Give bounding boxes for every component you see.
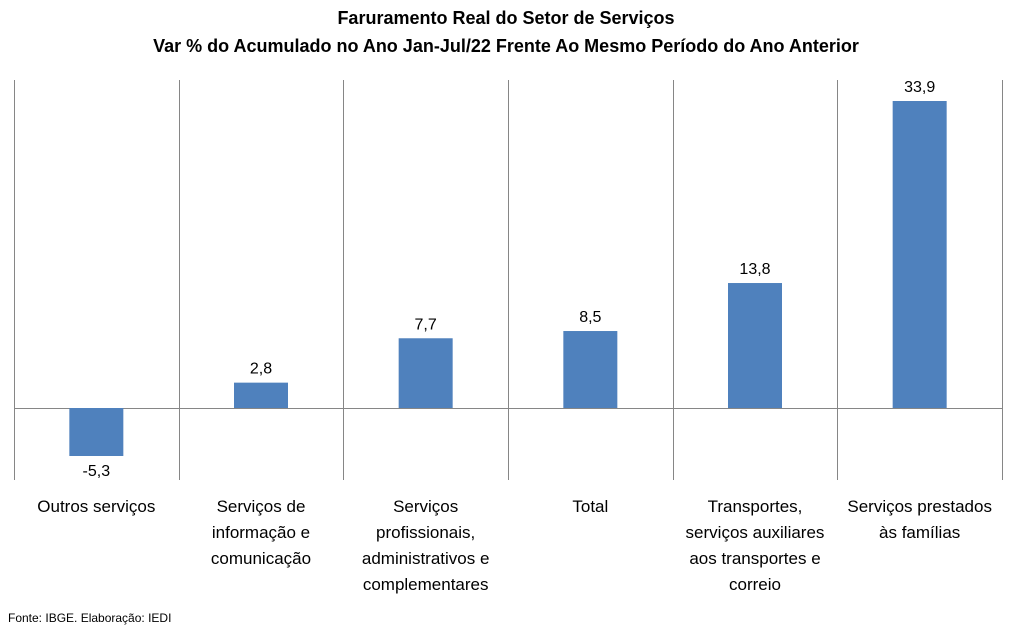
- data-label: -5,3: [83, 463, 111, 480]
- category-label: Outros serviços: [37, 497, 155, 516]
- category-label: Serviços prestados: [847, 497, 992, 516]
- category-label: Serviços de: [217, 497, 306, 516]
- bar: [398, 338, 453, 408]
- category-label: Total: [572, 497, 608, 516]
- category-label: comunicação: [211, 549, 311, 568]
- bar: [234, 382, 288, 408]
- category-label: Transportes,: [708, 497, 803, 516]
- category-label: complementares: [363, 575, 489, 594]
- chart-subtitle: Var % do Acumulado no Ano Jan-Jul/22 Fre…: [153, 36, 859, 56]
- category-label: Serviços: [393, 497, 458, 516]
- bar: [892, 101, 947, 408]
- data-label: 2,8: [250, 361, 272, 378]
- data-label: 7,7: [415, 316, 437, 333]
- data-label: 8,5: [579, 309, 601, 326]
- bar: [563, 331, 618, 408]
- category-label: profissionais,: [376, 523, 475, 542]
- category-label: aos transportes e: [689, 549, 820, 568]
- category-label: correio: [729, 575, 781, 594]
- data-label: 33,9: [904, 79, 935, 96]
- chart-title: Faruramento Real do Setor de Serviços: [337, 8, 675, 28]
- category-label: administrativos e: [362, 549, 490, 568]
- category-label: serviços auxiliares: [686, 523, 825, 542]
- bar: [69, 408, 124, 456]
- category-label: às famílias: [879, 523, 960, 542]
- source-note: Fonte: IBGE. Elaboração: IEDI: [8, 611, 172, 625]
- data-label: 13,8: [739, 261, 770, 278]
- category-label: informação e: [212, 523, 310, 542]
- bar: [728, 283, 782, 408]
